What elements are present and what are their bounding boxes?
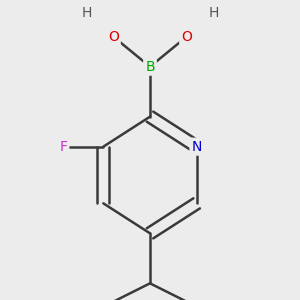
Text: O: O <box>181 30 192 44</box>
Text: N: N <box>191 140 202 154</box>
Text: B: B <box>145 60 155 74</box>
Text: O: O <box>108 30 119 44</box>
Text: F: F <box>59 140 67 154</box>
Text: H: H <box>208 6 218 20</box>
Text: H: H <box>82 6 92 20</box>
